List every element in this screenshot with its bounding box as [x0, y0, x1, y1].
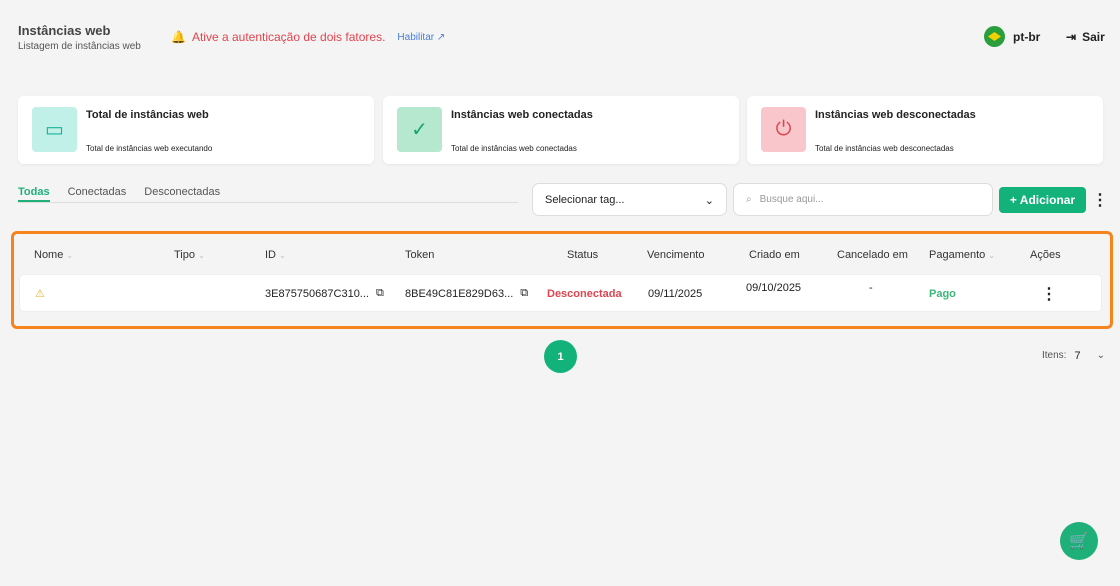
card-connected: ✓ Instâncias web conectadas Total de instâ…	[383, 96, 739, 164]
add-button[interactable]: + Adicionar	[999, 187, 1086, 213]
cell-id-wrap: 3E875750687C310... ⧉	[265, 287, 384, 300]
table-row	[19, 274, 1102, 312]
page-subtitle: Listagem de instâncias web	[18, 41, 141, 52]
card-subtitle: Total de instâncias web conectadas	[451, 144, 577, 153]
external-link-icon: ↗	[436, 31, 446, 43]
col-id[interactable]: ID ⌄	[265, 249, 286, 261]
cell-token: 8BE49C81E829D63...	[405, 287, 514, 300]
row-actions-icon[interactable]: ⋮	[1041, 286, 1057, 303]
tab-desconectadas[interactable]: Desconectadas	[144, 186, 221, 198]
tab-todas[interactable]: Todas	[18, 186, 50, 202]
highlight-frame	[11, 231, 1113, 329]
power-icon: ⏻	[761, 107, 806, 152]
language-selector[interactable]: pt-br	[984, 26, 1040, 47]
two-factor-alert: 🔔 Ative a autenticação de dois fatores.	[171, 30, 385, 44]
support-chat-icon[interactable]: 🛒	[1060, 522, 1098, 560]
chevron-down-icon: ⌄	[1096, 350, 1105, 361]
col-criado: Criado em	[749, 249, 800, 261]
cell-criado: 09/10/2025	[746, 282, 802, 294]
card-title: Instâncias web conectadas	[451, 109, 593, 121]
col-vencimento: Vencimento	[647, 249, 705, 261]
card-title: Total de instâncias web	[86, 109, 209, 121]
logout-button[interactable]: ⇥ Sair	[1066, 30, 1105, 44]
col-pagamento[interactable]: Pagamento ⌄	[929, 249, 996, 261]
bell-icon: 🔔	[171, 30, 186, 44]
logout-icon: ⇥	[1066, 30, 1077, 44]
cell-vencimento: 09/11/2025	[648, 288, 703, 300]
check-circle-icon: ✓	[397, 107, 442, 152]
alert-text: Ative a autenticação de dois fatores.	[191, 30, 386, 44]
col-acoes: Ações	[1030, 249, 1061, 261]
server-icon: ▭	[32, 107, 77, 152]
cell-pagamento: Pago	[929, 288, 956, 300]
tabs: Todas Conectadas Desconectadas	[18, 186, 518, 203]
cell-cancelado: -	[869, 282, 873, 294]
cell-token-wrap: 8BE49C81E829D63... ⧉	[405, 287, 528, 300]
col-cancelado: Cancelado em	[837, 249, 908, 261]
col-nome[interactable]: Nome ⌄	[34, 249, 74, 261]
copy-token-icon[interactable]: ⧉	[520, 287, 529, 299]
copy-id-icon[interactable]: ⧉	[375, 287, 384, 299]
search-input[interactable]: ⌕ Busque aqui...	[733, 183, 993, 216]
tab-conectadas[interactable]: Conectadas	[67, 186, 127, 198]
chevron-down-icon: ⌄	[704, 195, 714, 207]
page-1-button[interactable]: 1	[544, 340, 577, 373]
col-tipo[interactable]: Tipo ⌄	[174, 249, 205, 261]
card-disconnected: ⏻ Instâncias web desconectadas Total de in…	[747, 96, 1103, 164]
more-options-icon[interactable]: ⋮	[1092, 192, 1108, 209]
alert-bar: 🔔 Ative a autenticação de dois fatores. H…	[171, 30, 445, 44]
card-subtitle: Total de instâncias web desconectadas	[815, 144, 954, 153]
items-per-page[interactable]: Itens: 7 ⌄	[1042, 350, 1105, 362]
tag-select[interactable]: Selecionar tag... ⌄	[532, 183, 727, 216]
cell-status: Desconectada	[547, 288, 622, 300]
brazil-flag-icon	[984, 26, 1005, 47]
card-title: Instâncias web desconectadas	[815, 109, 976, 121]
page-title: Instâncias web	[18, 23, 111, 38]
card-total: ▭ Total de instâncias web Total de instânc…	[18, 96, 374, 164]
enable-2fa-link[interactable]: Habilitar ↗	[397, 31, 446, 43]
card-subtitle: Total de instâncias web executando	[86, 144, 213, 153]
col-token: Token	[405, 249, 435, 261]
cell-id: 3E875750687C310...	[265, 287, 369, 300]
col-status: Status	[567, 249, 599, 261]
search-icon: ⌕	[746, 194, 752, 205]
warning-icon: ⚠	[35, 288, 45, 300]
